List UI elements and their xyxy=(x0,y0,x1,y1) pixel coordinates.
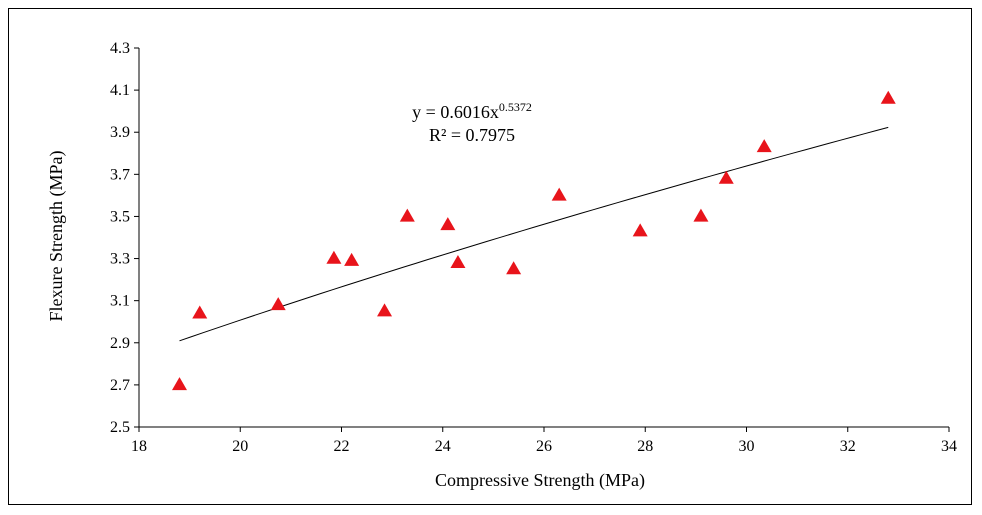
y-ticks: 2.5 2.7 2.9 3.1 3.3 3.5 3.7 3.9 4.1 4.3 xyxy=(110,40,139,436)
data-point-triangle xyxy=(880,90,896,104)
y-tick-label: 3.3 xyxy=(110,251,130,268)
y-tick-label: 3.7 xyxy=(110,166,130,183)
trend-equation-exponent: 0.5372 xyxy=(499,100,532,114)
data-point-triangle xyxy=(344,252,360,266)
data-point-triangle xyxy=(326,250,342,264)
data-points xyxy=(172,90,896,391)
x-tick-label: 24 xyxy=(435,438,451,455)
r-squared-label: R² = 0.7975 xyxy=(429,125,515,145)
x-tick-label: 34 xyxy=(941,438,957,455)
data-point-triangle xyxy=(192,305,208,319)
data-point-triangle xyxy=(399,208,415,222)
data-point-triangle xyxy=(693,208,709,222)
y-tick-label: 4.3 xyxy=(110,40,130,57)
data-point-triangle xyxy=(551,187,567,201)
x-ticks: 18 20 22 24 26 28 30 32 34 xyxy=(131,427,957,455)
y-tick-label: 2.9 xyxy=(110,335,130,352)
data-point-triangle xyxy=(440,217,456,231)
data-point-triangle xyxy=(270,297,286,311)
y-tick-label: 4.1 xyxy=(110,82,130,99)
x-tick-label: 22 xyxy=(334,438,350,455)
chart-frame xyxy=(8,8,972,505)
data-point-triangle xyxy=(377,303,393,317)
y-tick-label: 3.9 xyxy=(110,124,130,141)
x-tick-label: 28 xyxy=(637,438,653,455)
power-trendline xyxy=(179,126,889,342)
x-tick-label: 18 xyxy=(131,438,147,455)
x-axis-title: Compressive Strength (MPa) xyxy=(435,470,645,491)
data-point-triangle xyxy=(718,170,734,184)
data-point-triangle xyxy=(632,223,648,237)
data-point-triangle xyxy=(450,254,466,268)
data-point-triangle xyxy=(756,139,772,153)
y-tick-label: 3.5 xyxy=(110,208,130,225)
axes xyxy=(138,48,949,428)
data-point-triangle xyxy=(172,377,187,391)
x-tick-label: 30 xyxy=(739,438,755,455)
y-tick-label: 2.7 xyxy=(110,377,130,394)
y-axis-title: Flexure Strength (MPa) xyxy=(46,151,67,322)
data-point-triangle xyxy=(506,261,522,275)
x-tick-label: 32 xyxy=(840,438,856,455)
x-tick-label: 20 xyxy=(232,438,248,455)
y-tick-label: 3.1 xyxy=(110,293,130,310)
y-tick-label: 2.5 xyxy=(110,419,130,436)
trend-equation-base: y = 0.6016x xyxy=(412,102,499,122)
trend-equation: y = 0.6016x0.5372 xyxy=(412,100,532,122)
x-tick-label: 26 xyxy=(536,438,552,455)
